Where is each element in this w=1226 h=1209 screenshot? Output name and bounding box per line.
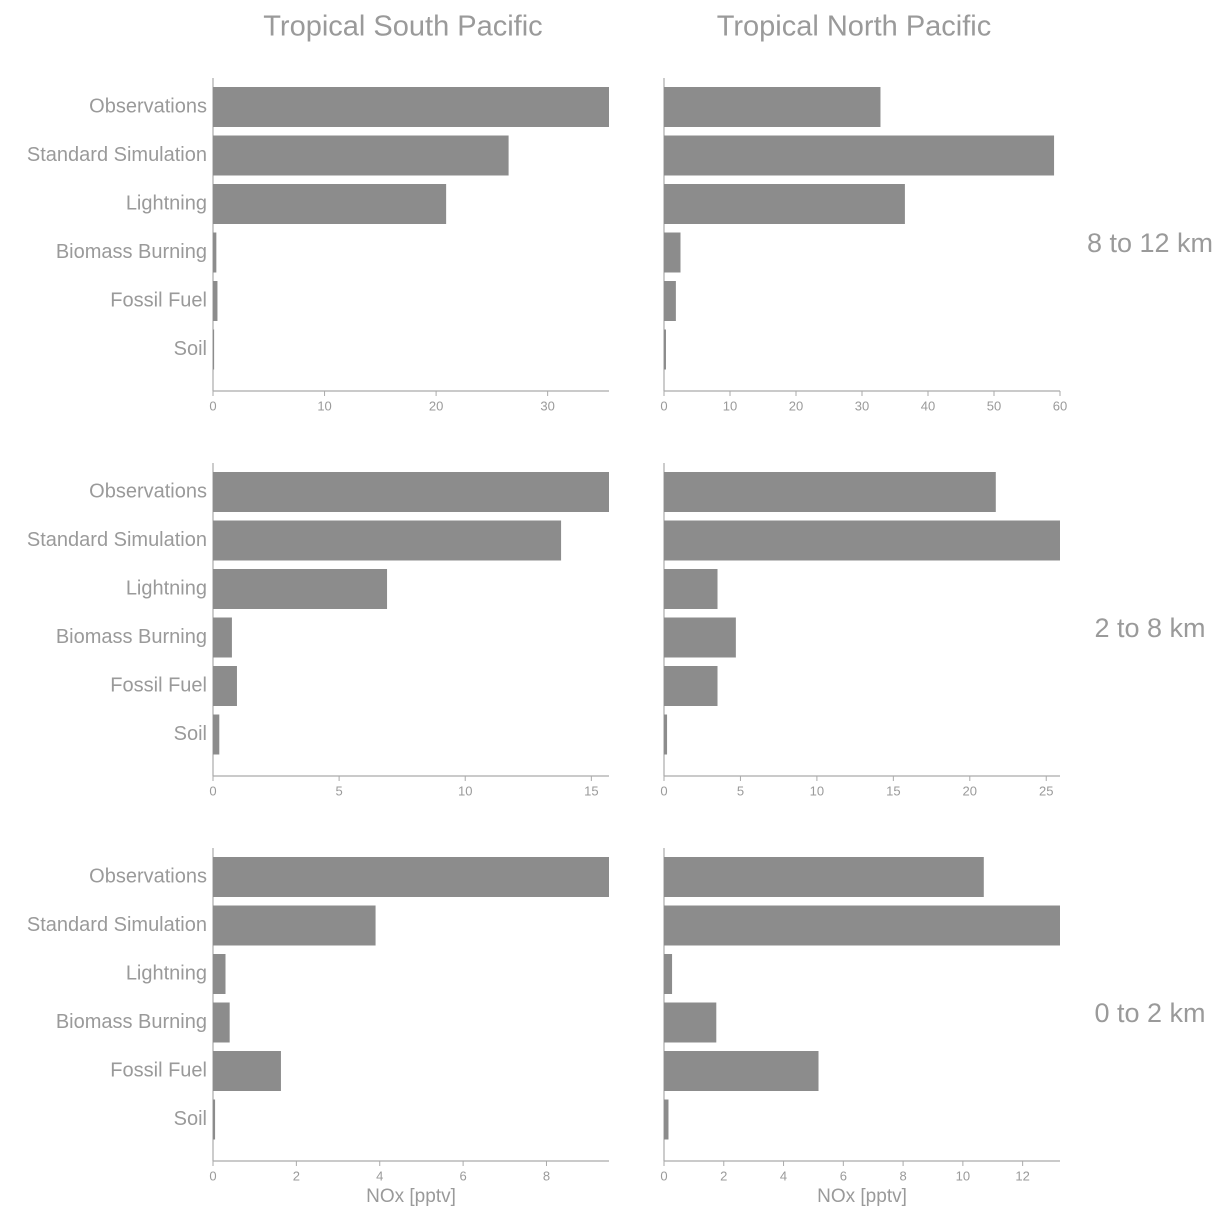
row-label: 8 to 12 km bbox=[1087, 228, 1213, 258]
x-tick-label: 15 bbox=[584, 783, 598, 798]
bar bbox=[664, 714, 668, 755]
row-label: 2 to 8 km bbox=[1094, 613, 1205, 643]
bar bbox=[664, 87, 881, 127]
category-label: Soil bbox=[174, 723, 207, 745]
category-label: Fossil Fuel bbox=[110, 674, 207, 696]
x-axis-label: NOx [pptv] bbox=[817, 1186, 907, 1207]
bar bbox=[664, 1002, 717, 1043]
category-label: Biomass Burning bbox=[56, 1011, 207, 1033]
x-tick-label: 25 bbox=[1039, 783, 1053, 798]
category-label: Standard Simulation bbox=[27, 144, 207, 166]
bar bbox=[664, 1099, 669, 1140]
x-tick-label: 20 bbox=[963, 783, 977, 798]
x-tick-label: 10 bbox=[810, 783, 824, 798]
x-tick-label: 5 bbox=[335, 783, 342, 798]
category-label: Lightning bbox=[126, 962, 207, 984]
x-tick-label: 20 bbox=[429, 398, 443, 413]
bar bbox=[213, 617, 232, 658]
category-label: Observations bbox=[89, 480, 207, 502]
x-tick-label: 4 bbox=[780, 1168, 787, 1183]
x-tick-label: 10 bbox=[317, 398, 331, 413]
x-tick-label: 8 bbox=[543, 1168, 550, 1183]
bar bbox=[664, 232, 681, 273]
bar bbox=[213, 857, 609, 897]
bar bbox=[664, 520, 1060, 561]
bar bbox=[213, 666, 237, 706]
category-label: Biomass Burning bbox=[56, 241, 207, 263]
x-tick-label: 2 bbox=[293, 1168, 300, 1183]
category-label: Lightning bbox=[126, 192, 207, 214]
x-tick-label: 5 bbox=[737, 783, 744, 798]
bar bbox=[213, 329, 215, 370]
x-tick-label: 6 bbox=[840, 1168, 847, 1183]
category-label: Observations bbox=[89, 865, 207, 887]
bar bbox=[664, 617, 736, 658]
x-tick-label: 50 bbox=[987, 398, 1001, 413]
x-tick-label: 0 bbox=[660, 398, 667, 413]
bar bbox=[213, 1099, 216, 1140]
category-label: Standard Simulation bbox=[27, 914, 207, 936]
bar bbox=[664, 905, 1060, 946]
bar bbox=[213, 520, 562, 561]
bar bbox=[213, 569, 388, 609]
bar bbox=[213, 281, 218, 321]
x-tick-label: 30 bbox=[540, 398, 554, 413]
bar bbox=[213, 954, 226, 994]
bar bbox=[664, 472, 996, 512]
category-label: Observations bbox=[89, 95, 207, 117]
category-label: Soil bbox=[174, 338, 207, 360]
bar bbox=[664, 954, 673, 994]
x-tick-label: 6 bbox=[459, 1168, 466, 1183]
bar bbox=[664, 281, 676, 321]
bar bbox=[213, 472, 609, 512]
bar bbox=[664, 857, 984, 897]
category-label: Fossil Fuel bbox=[110, 289, 207, 311]
category-label: Soil bbox=[174, 1108, 207, 1130]
x-tick-label: 15 bbox=[886, 783, 900, 798]
bar bbox=[213, 1002, 230, 1043]
x-tick-label: 0 bbox=[660, 1168, 667, 1183]
bar bbox=[664, 569, 718, 609]
bar bbox=[664, 1051, 819, 1091]
bar bbox=[213, 184, 447, 224]
bar bbox=[213, 232, 217, 273]
category-label: Lightning bbox=[126, 577, 207, 599]
x-tick-label: 4 bbox=[376, 1168, 383, 1183]
x-tick-label: 0 bbox=[209, 398, 216, 413]
bar bbox=[213, 905, 376, 946]
bar bbox=[213, 135, 509, 176]
x-tick-label: 10 bbox=[458, 783, 472, 798]
bar bbox=[213, 714, 220, 755]
x-tick-label: 60 bbox=[1053, 398, 1067, 413]
x-axis-label: NOx [pptv] bbox=[366, 1186, 456, 1207]
bar bbox=[213, 87, 609, 127]
x-tick-label: 0 bbox=[209, 1168, 216, 1183]
x-tick-label: 0 bbox=[209, 783, 216, 798]
bar bbox=[664, 135, 1055, 176]
x-tick-label: 40 bbox=[921, 398, 935, 413]
column-title: Tropical South Pacific bbox=[263, 11, 542, 43]
x-tick-label: 12 bbox=[1015, 1168, 1029, 1183]
x-tick-label: 10 bbox=[956, 1168, 970, 1183]
x-tick-label: 0 bbox=[660, 783, 667, 798]
column-title: Tropical North Pacific bbox=[717, 11, 992, 43]
bar bbox=[213, 1051, 281, 1091]
x-tick-label: 2 bbox=[720, 1168, 727, 1183]
bar bbox=[664, 184, 905, 224]
category-label: Biomass Burning bbox=[56, 626, 207, 648]
bar bbox=[664, 329, 666, 370]
x-tick-label: 20 bbox=[789, 398, 803, 413]
bar bbox=[664, 666, 718, 706]
x-tick-label: 30 bbox=[855, 398, 869, 413]
category-label: Standard Simulation bbox=[27, 529, 207, 551]
row-label: 0 to 2 km bbox=[1094, 998, 1205, 1028]
category-label: Fossil Fuel bbox=[110, 1059, 207, 1081]
x-tick-label: 10 bbox=[723, 398, 737, 413]
x-tick-label: 8 bbox=[899, 1168, 906, 1183]
